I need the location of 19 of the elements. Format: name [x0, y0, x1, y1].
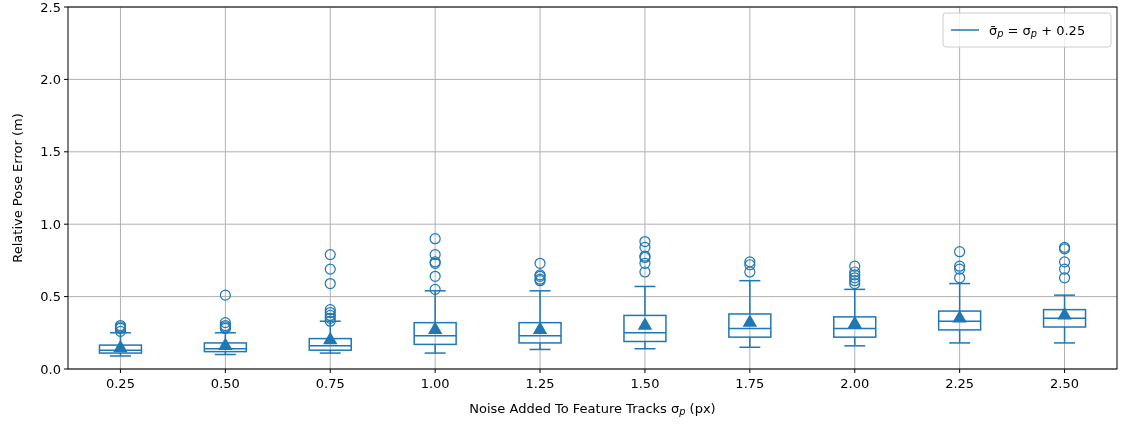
- x-tick-label: 0.75: [315, 376, 345, 391]
- y-tick-label: 1.5: [40, 144, 61, 160]
- x-tick-label: 1.50: [630, 376, 660, 391]
- x-tick-label: 1.75: [735, 376, 765, 391]
- y-tick-label: 2.0: [40, 71, 61, 87]
- legend-label: σ̄$_{p}$ = σ$_{p}$ + 0.25: [989, 22, 1086, 39]
- x-tick-label: 0.25: [105, 376, 135, 391]
- y-tick-label: 0.5: [40, 289, 61, 305]
- x-tick-label: 2.00: [840, 376, 870, 391]
- x-axis-title: Noise Added To Feature Tracks σ$_{p}$ (px): [469, 401, 716, 418]
- y-tick-label: 1.0: [40, 216, 61, 232]
- x-tick-label: 2.25: [945, 376, 975, 391]
- y-tick-label: 2.5: [40, 0, 61, 15]
- x-tick-label: 0.50: [210, 376, 240, 391]
- x-tick-label: 2.50: [1050, 376, 1080, 391]
- y-tick-label: 0.0: [40, 361, 61, 377]
- y-axis-title: Relative Pose Error (m): [10, 113, 25, 263]
- x-tick-label: 1.00: [420, 376, 450, 391]
- x-tick-label: 1.25: [525, 376, 555, 391]
